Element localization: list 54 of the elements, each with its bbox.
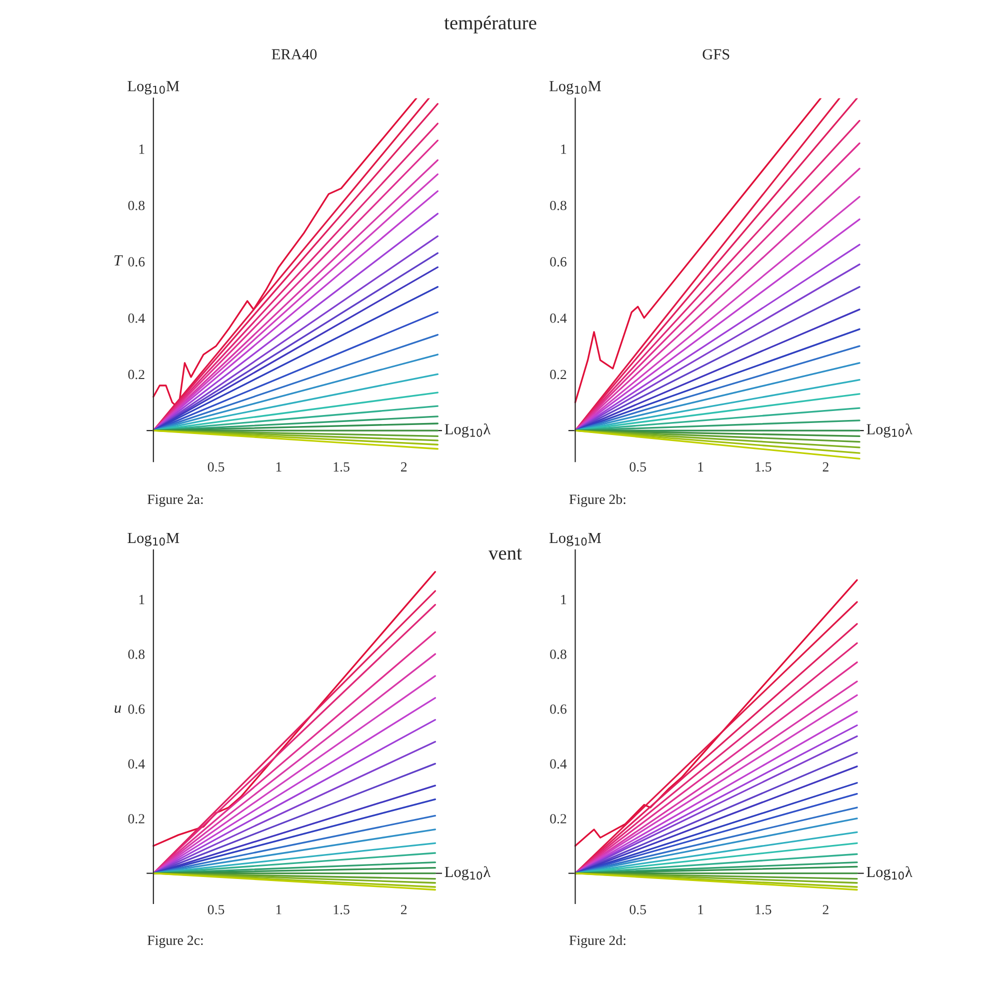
y-tick-label: 1 xyxy=(139,594,144,604)
y-axis-title: Log$_{10}$M xyxy=(128,532,180,546)
y-axis-title: Log$_{10}$M xyxy=(549,532,601,546)
caption: Figure 2b: xyxy=(569,494,626,507)
x-tick-label: 2 xyxy=(401,904,407,914)
y-axis-title: Log$_{10}$M xyxy=(549,81,601,94)
x-axis-title: Log$_{10}$λ xyxy=(866,423,912,438)
x-axis-title: Log$_{10}$λ xyxy=(444,423,490,438)
x-tick-label: 2 xyxy=(822,462,828,472)
x-tick-label: 1.5 xyxy=(756,905,772,914)
y-tick-label: 1 xyxy=(139,144,144,154)
caption: Figure 2c: xyxy=(148,936,203,948)
x-tick-label: 2 xyxy=(822,904,828,914)
x-tick-label: 0.5 xyxy=(630,904,646,914)
y-axis-title: Log$_{10}$M xyxy=(128,81,180,94)
y-tick-label: 0.8 xyxy=(550,200,566,210)
text: température xyxy=(444,16,536,34)
x-axis-title: Log$_{10}$λ xyxy=(866,866,912,880)
chart-title: GFS xyxy=(702,49,730,60)
caption: Figure 2d: xyxy=(569,935,626,948)
x-axis-title: Log$_{10}$λ xyxy=(444,866,490,880)
x-tick-label: 0.5 xyxy=(630,462,646,472)
text: T xyxy=(114,255,123,266)
caption: Figure 2a: xyxy=(148,494,203,507)
x-tick-label: 1 xyxy=(698,905,704,914)
x-tick-label: 1 xyxy=(276,462,282,472)
y-tick-label: 0.6 xyxy=(128,257,145,267)
text: vent xyxy=(488,548,522,560)
x-tick-label: 1 xyxy=(276,905,282,914)
y-tick-label: 1 xyxy=(561,144,566,154)
y-tick-label: 1 xyxy=(561,594,566,604)
y-tick-label: 0.4 xyxy=(550,759,567,769)
y-tick-label: 0.4 xyxy=(128,759,145,769)
x-tick-label: 0.5 xyxy=(208,904,224,914)
x-tick-label: 0.5 xyxy=(208,462,224,472)
y-tick-label: 0.6 xyxy=(550,704,566,714)
x-tick-label: 1.5 xyxy=(756,462,772,472)
y-tick-label: 0.2 xyxy=(550,814,566,824)
x-tick-label: 1.5 xyxy=(334,462,350,472)
y-tick-label: 0.6 xyxy=(128,704,145,714)
chart-title: ERA40 xyxy=(272,49,317,60)
y-tick-label: 0.8 xyxy=(550,650,566,660)
x-tick-label: 2 xyxy=(401,462,407,472)
y-tick-label: 0.8 xyxy=(128,200,145,210)
x-tick-label: 1.5 xyxy=(334,905,350,914)
y-tick-label: 0.4 xyxy=(550,313,567,323)
y-tick-label: 0.6 xyxy=(550,257,566,267)
y-tick-label: 0.8 xyxy=(128,650,145,660)
y-tick-label: 0.2 xyxy=(128,814,144,824)
y-tick-label: 0.2 xyxy=(550,370,566,380)
y-tick-label: 0.4 xyxy=(128,313,145,323)
text: u xyxy=(114,706,121,713)
x-tick-label: 1 xyxy=(698,462,704,472)
y-tick-label: 0.2 xyxy=(128,370,144,380)
